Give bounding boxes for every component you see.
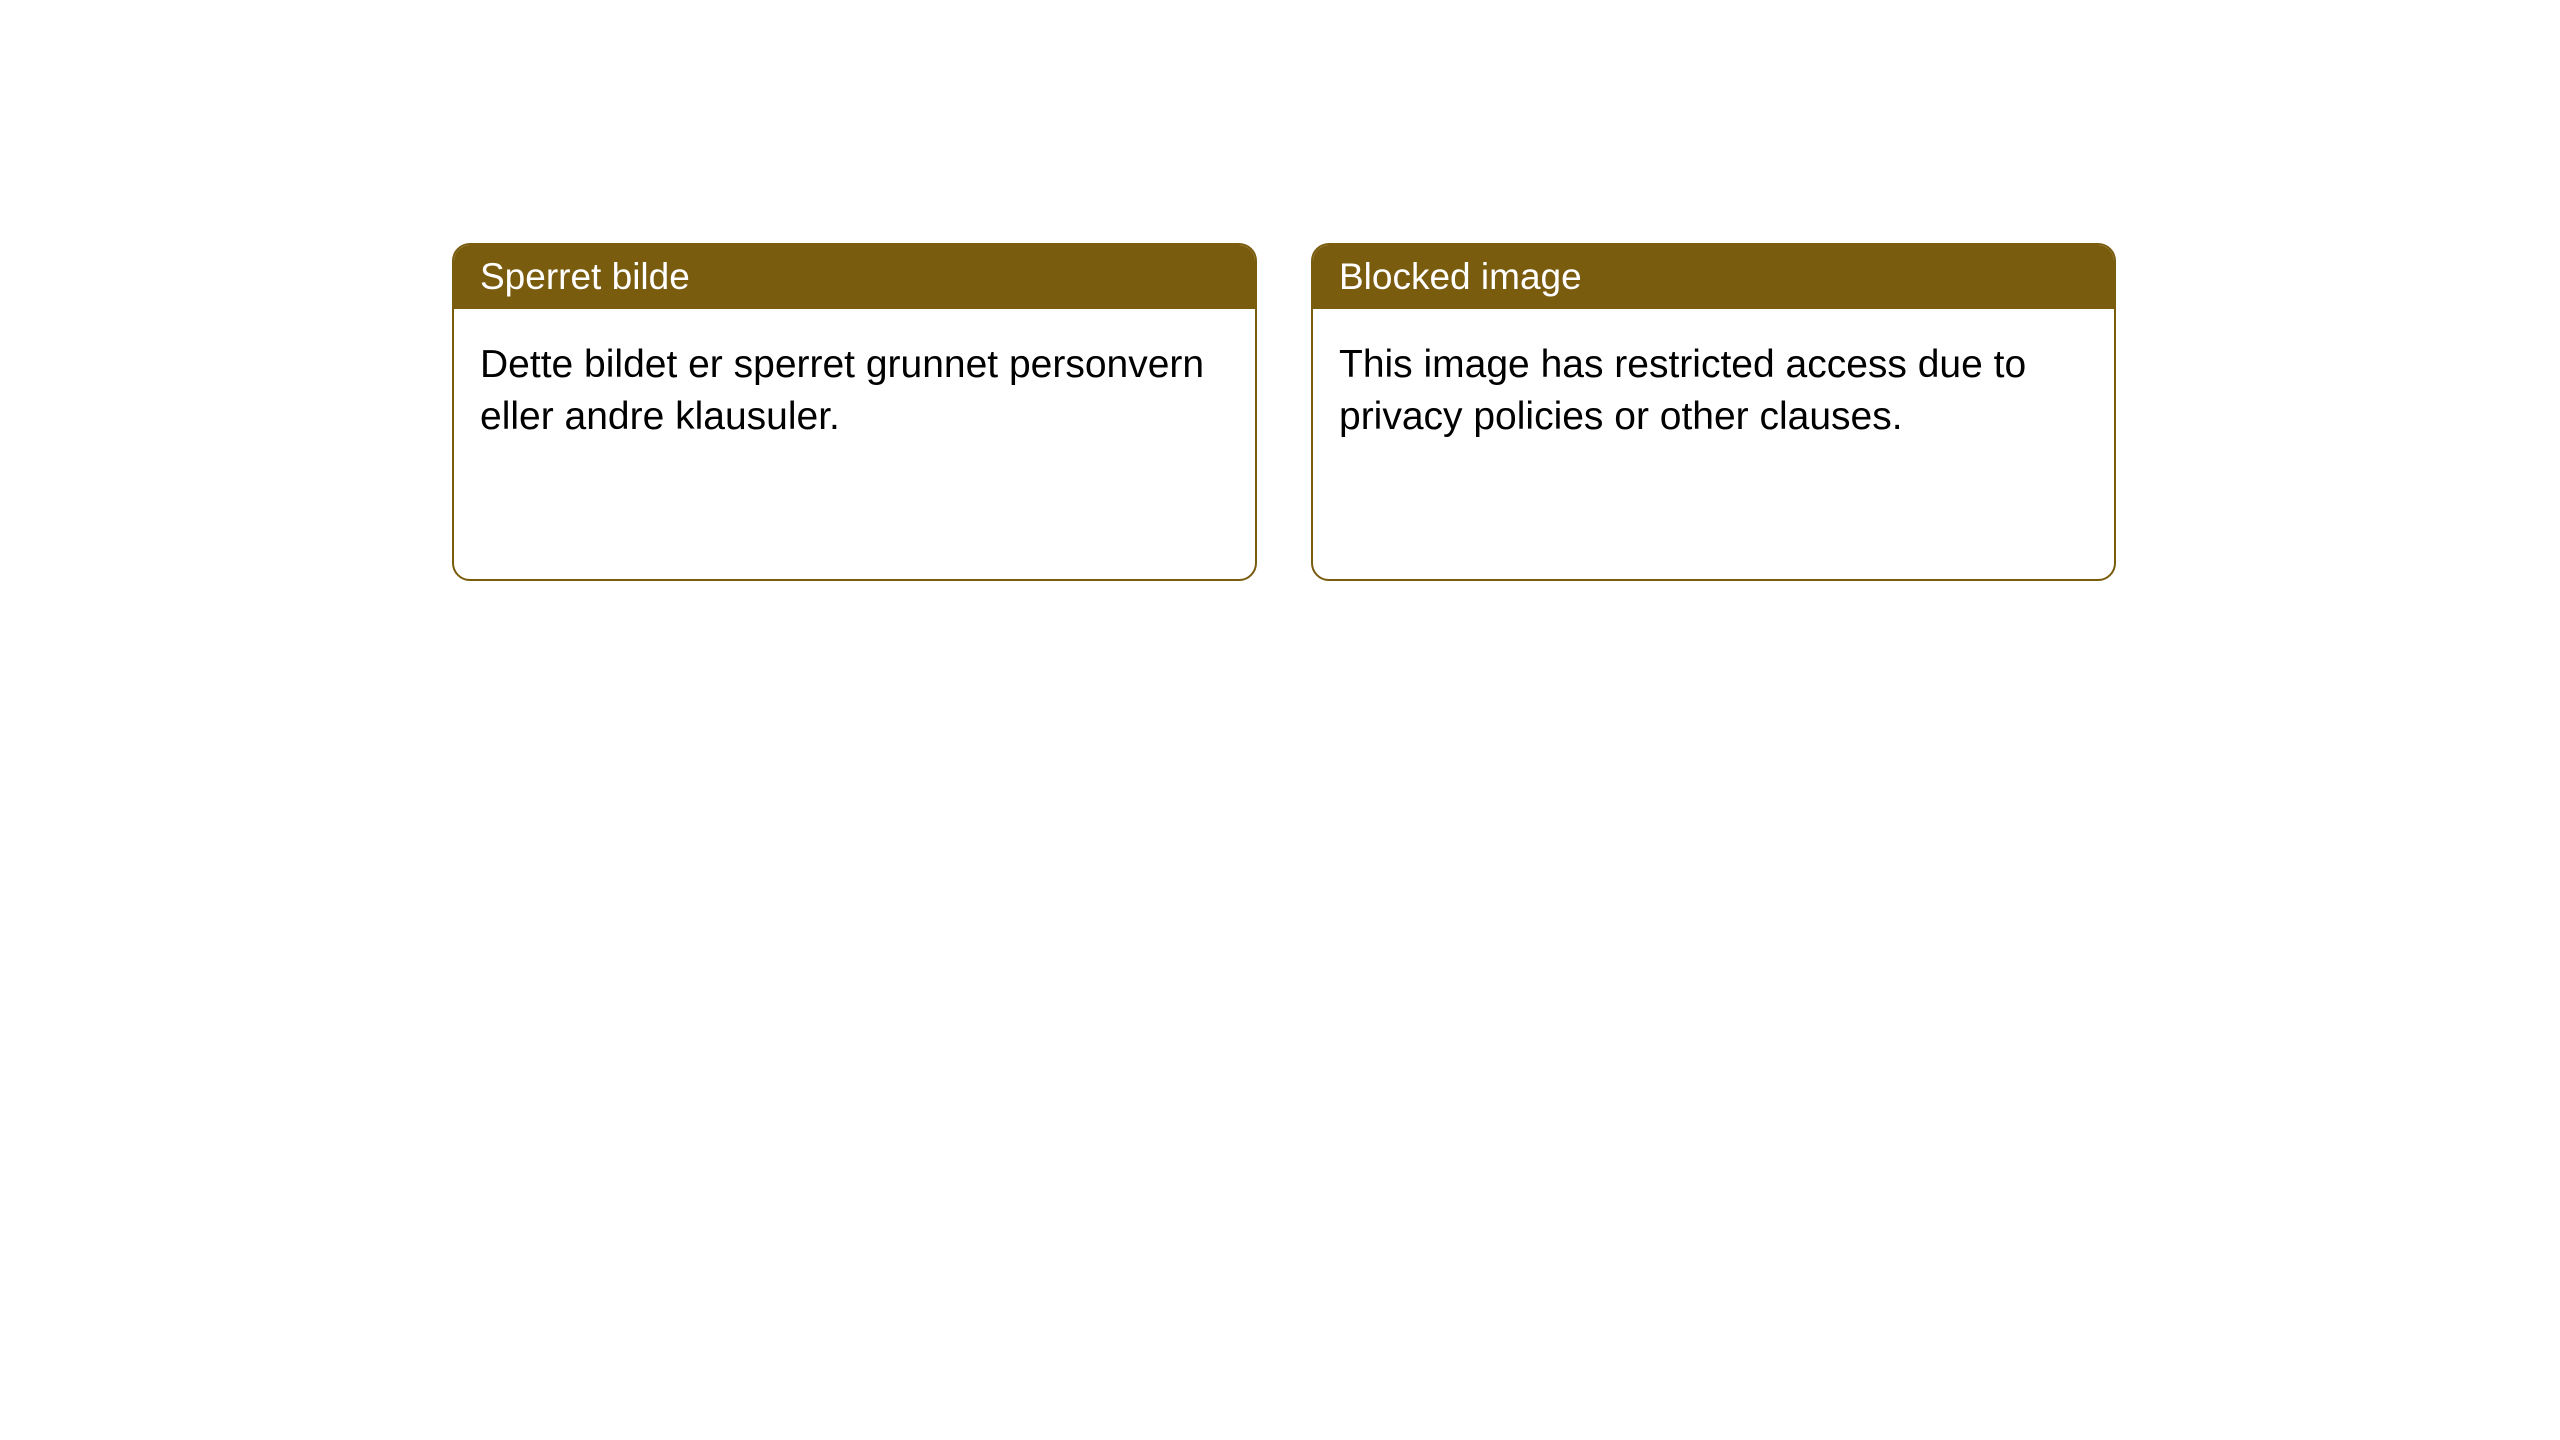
notice-header-norwegian: Sperret bilde <box>454 245 1255 309</box>
notice-header-english: Blocked image <box>1313 245 2114 309</box>
notice-body-english: This image has restricted access due to … <box>1313 309 2114 474</box>
notices-container: Sperret bilde Dette bildet er sperret gr… <box>0 0 2560 581</box>
notice-box-english: Blocked image This image has restricted … <box>1311 243 2116 581</box>
notice-body-norwegian: Dette bildet er sperret grunnet personve… <box>454 309 1255 474</box>
notice-box-norwegian: Sperret bilde Dette bildet er sperret gr… <box>452 243 1257 581</box>
